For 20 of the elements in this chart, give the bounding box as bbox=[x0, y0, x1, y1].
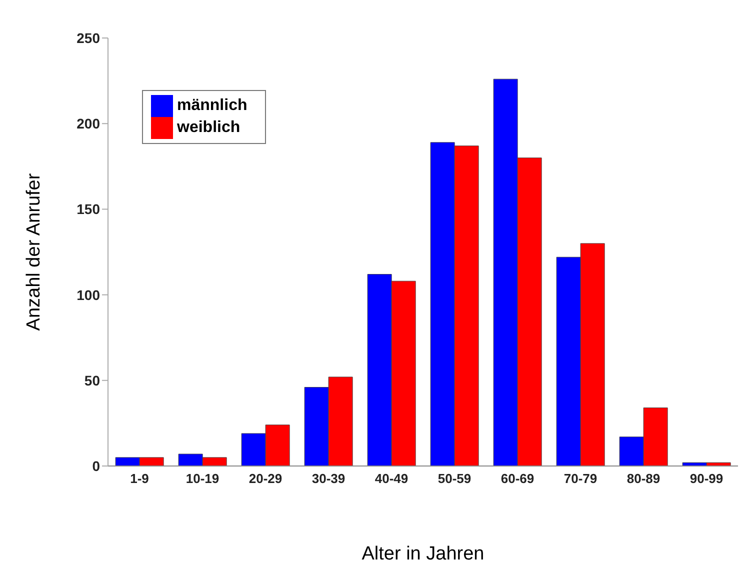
x-tick-label: 90-99 bbox=[690, 471, 724, 486]
x-tick-label: 1-9 bbox=[130, 471, 149, 486]
y-tick-label: 50 bbox=[84, 372, 100, 388]
x-tick-label: 80-89 bbox=[626, 471, 660, 486]
y-tick-label: 200 bbox=[76, 116, 100, 132]
y-tick-label: 0 bbox=[92, 458, 100, 474]
x-tick-label: 20-29 bbox=[248, 471, 282, 486]
x-axis-title: Alter in Jahren bbox=[362, 543, 484, 564]
y-axis-title: Anzahl der Anrufer bbox=[24, 172, 45, 331]
y-tick-label: 250 bbox=[76, 30, 100, 46]
x-tick-label: 60-69 bbox=[500, 471, 534, 486]
x-tick-label: 10-19 bbox=[186, 471, 220, 486]
x-tick-label: 40-49 bbox=[374, 471, 408, 486]
x-tick-label: 50-59 bbox=[438, 471, 472, 486]
y-tick-label: 150 bbox=[76, 201, 100, 218]
x-tick-label: 70-79 bbox=[564, 471, 598, 486]
legend-label: weiblich bbox=[177, 119, 240, 136]
y-tick-label: 100 bbox=[76, 286, 100, 303]
legend-label: männlich bbox=[177, 97, 248, 114]
x-tick-label: 30-39 bbox=[312, 471, 346, 486]
